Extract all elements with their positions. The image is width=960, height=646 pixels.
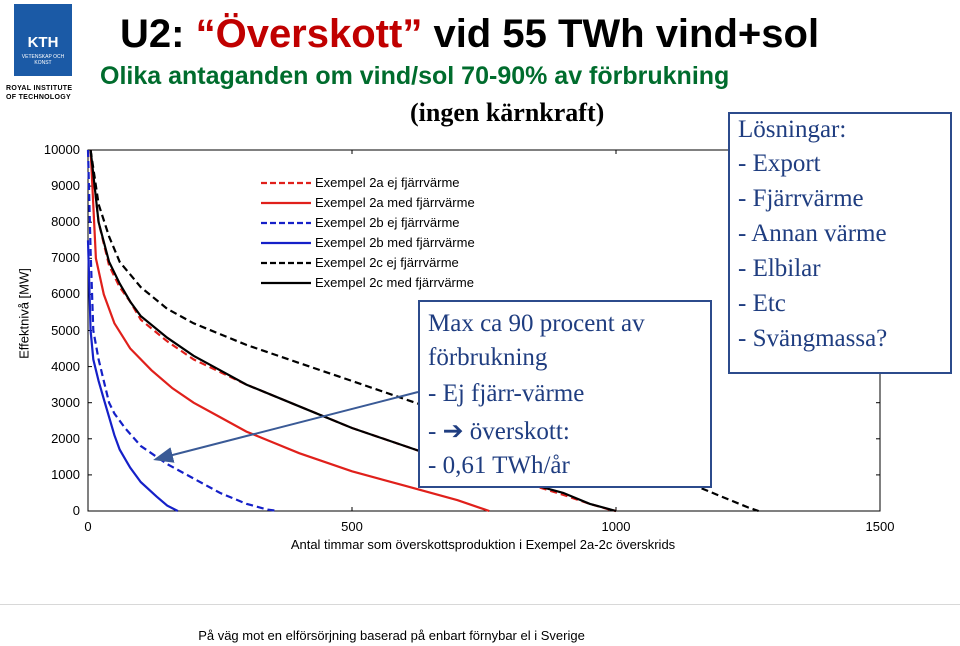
legend-item: Exempel 2a ej fjärrvärme bbox=[253, 175, 501, 195]
arrow-right-icon: ➔ bbox=[442, 418, 464, 445]
legend-label: Exempel 2a ej fjärrvärme bbox=[315, 175, 460, 190]
info-line3: - Ej fjärr-värme bbox=[428, 380, 585, 407]
solutions-box: Lösningar: - Export - Fjärrvärme - Annan… bbox=[728, 112, 952, 374]
y-tick-label: 9000 bbox=[51, 178, 80, 194]
chart-note-top: (ingen kärnkraft) bbox=[410, 98, 605, 127]
footer-divider bbox=[0, 604, 960, 605]
info-line1: Max ca 90 procent av bbox=[428, 310, 645, 337]
y-tick-label: 5000 bbox=[51, 322, 80, 338]
x-tick-label: 1500 bbox=[865, 519, 895, 534]
legend-item: Exempel 2c ej fjärrvärme bbox=[253, 255, 501, 275]
slide-title: U2: “Överskott” vid 55 TWh vind+sol bbox=[120, 12, 819, 57]
title-suffix: vid 55 TWh vind+sol bbox=[422, 12, 820, 56]
slide-subtitle: Olika antaganden om vind/sol 70-90% av f… bbox=[100, 62, 730, 90]
y-tick-label: 7000 bbox=[51, 250, 80, 266]
kth-logo-mark: KTH bbox=[27, 34, 59, 51]
legend-label: Exempel 2a med fjärrvärme bbox=[315, 195, 475, 210]
y-tick-label: 10000 bbox=[43, 142, 80, 157]
kth-caption-line2: OF TECHNOLOGY bbox=[6, 94, 71, 101]
legend-swatch bbox=[261, 281, 311, 285]
legend-item: Exempel 2a med fjärrvärme bbox=[253, 195, 501, 215]
y-tick-label: 6000 bbox=[51, 286, 80, 302]
y-tick-label: 1000 bbox=[51, 466, 80, 482]
solution-item: - Elbilar bbox=[738, 255, 821, 282]
chart-legend: Exempel 2a ej fjärrvärme Exempel 2a med f… bbox=[252, 170, 502, 294]
y-tick-label: 2000 bbox=[51, 430, 80, 446]
series-line-4 bbox=[89, 149, 759, 513]
x-tick-label: 500 bbox=[341, 519, 363, 534]
title-quoted: “Överskott” bbox=[195, 12, 423, 56]
annotation-arrow bbox=[153, 391, 419, 463]
series-line-2 bbox=[86, 149, 279, 513]
legend-swatch bbox=[261, 241, 311, 245]
info-line2: förbrukning bbox=[428, 344, 548, 371]
y-tick-label: 8000 bbox=[51, 214, 80, 230]
legend-item: Exempel 2c med fjärrvärme bbox=[253, 275, 501, 295]
slide-footer: På väg mot en elförsörjning baserad på e… bbox=[198, 628, 585, 643]
solution-item: - Etc bbox=[738, 290, 786, 317]
y-tick-label: 0 bbox=[72, 503, 80, 518]
legend-swatch bbox=[261, 261, 311, 265]
kth-logo-sub: VETENSKAP OCH KONST bbox=[21, 54, 65, 66]
x-axis-label: Antal timmar som överskottsproduktion i … bbox=[290, 537, 676, 552]
solution-item: - Annan värme bbox=[738, 220, 887, 247]
solution-item: - Export bbox=[738, 150, 821, 177]
legend-label: Exempel 2c med fjärrvärme bbox=[315, 275, 474, 290]
series-line-1 bbox=[89, 149, 490, 513]
y-tick-label: 4000 bbox=[51, 358, 80, 374]
solutions-heading: Lösningar: bbox=[738, 116, 847, 143]
title-prefix: U2: bbox=[120, 12, 196, 56]
legend-swatch bbox=[261, 181, 311, 185]
legend-item: Exempel 2b med fjärrvärme bbox=[253, 235, 501, 255]
kth-logo-emblem bbox=[14, 4, 72, 76]
info-line4: - ➔ överskott: bbox=[428, 416, 570, 446]
info-line4-prefix: - bbox=[428, 418, 443, 445]
solution-item: - Svängmassa? bbox=[738, 325, 888, 352]
series-line-3 bbox=[86, 240, 179, 512]
info-line5: - 0,61 TWh/år bbox=[428, 452, 570, 479]
legend-swatch bbox=[261, 221, 311, 225]
x-tick-label: 1000 bbox=[601, 519, 631, 534]
kth-logo-caption: ROYAL INSTITUTE OF TECHNOLOGY bbox=[6, 84, 86, 102]
info-box: Max ca 90 procent av förbrukning - Ej fj… bbox=[418, 300, 712, 488]
kth-caption-line1: ROYAL INSTITUTE bbox=[6, 85, 73, 92]
legend-item: Exempel 2b ej fjärrvärme bbox=[253, 215, 501, 235]
y-tick-label: 3000 bbox=[51, 394, 80, 410]
legend-label: Exempel 2b med fjärrvärme bbox=[315, 235, 475, 250]
solution-item: - Fjärrvärme bbox=[738, 185, 864, 212]
legend-label: Exempel 2b ej fjärrvärme bbox=[315, 215, 460, 230]
kth-logo: KTH VETENSKAP OCH KONST ROYAL INSTITUTE … bbox=[6, 4, 78, 104]
x-tick-label: 0 bbox=[84, 519, 92, 534]
legend-swatch bbox=[261, 201, 311, 205]
legend-label: Exempel 2c ej fjärrvärme bbox=[315, 255, 459, 270]
info-line4-text: överskott: bbox=[463, 418, 570, 445]
